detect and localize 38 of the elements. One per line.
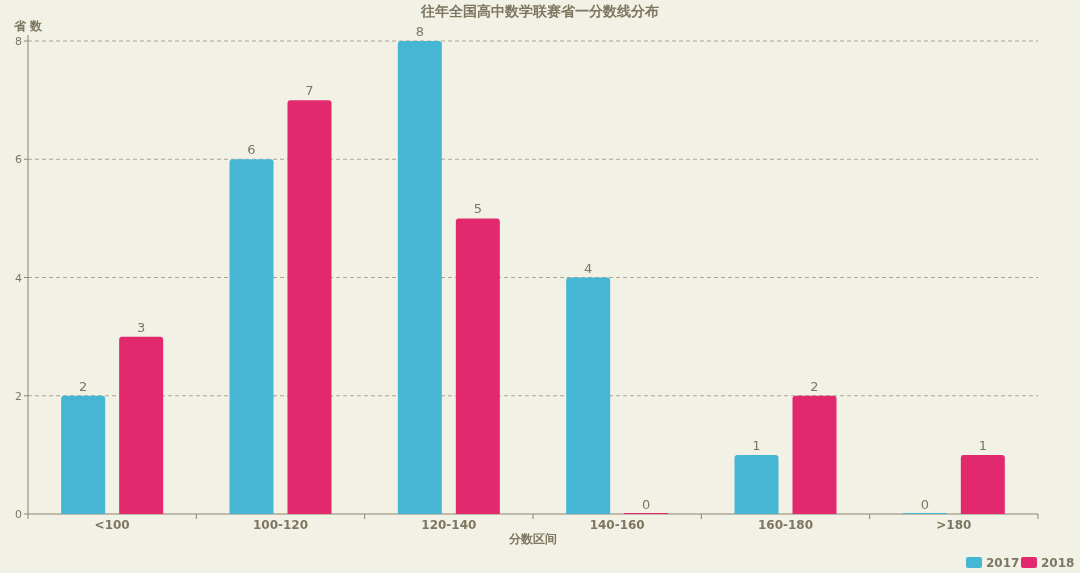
data-label: 0 [642, 497, 651, 512]
data-label: 8 [415, 24, 424, 39]
bar [734, 454, 779, 514]
data-label: 7 [305, 83, 314, 99]
bar [455, 218, 500, 514]
data-label: 4 [584, 260, 593, 276]
data-label: 3 [137, 319, 146, 335]
data-label: 2 [79, 378, 88, 394]
legend-label: 2017 [986, 556, 1020, 570]
bar [792, 395, 837, 514]
x-tick-label: 100-120 [252, 518, 309, 532]
data-label: 1 [978, 437, 987, 453]
y-tick-label: 8 [15, 35, 22, 48]
bar [119, 336, 164, 514]
y-axis-title: 省 数 [13, 19, 44, 33]
data-label: 0 [920, 497, 929, 512]
bar [287, 100, 332, 514]
bar [229, 159, 274, 514]
x-tick-label: <100 [94, 518, 130, 532]
y-tick-label: 0 [15, 508, 22, 521]
chart-title: 往年全国高中数学联赛省一分数线分布 [420, 3, 659, 19]
data-label: 6 [247, 142, 256, 158]
data-label: 1 [752, 437, 761, 453]
legend-label: 2018 [1041, 556, 1075, 570]
bar [960, 454, 1005, 514]
y-tick-label: 6 [15, 153, 22, 167]
x-tick-label: 140-160 [589, 518, 645, 532]
y-tick-label: 4 [15, 271, 22, 285]
x-tick-label: 160-180 [757, 518, 814, 532]
bar [397, 41, 442, 514]
bar [566, 277, 611, 514]
x-tick-label: 120-140 [421, 518, 477, 532]
data-label: 2 [810, 378, 819, 394]
data-label: 5 [473, 201, 482, 217]
x-axis-title: 分数区间 [508, 532, 557, 546]
x-tick-label: >180 [936, 518, 972, 532]
y-tick-label: 2 [15, 389, 22, 403]
bar [61, 395, 106, 514]
